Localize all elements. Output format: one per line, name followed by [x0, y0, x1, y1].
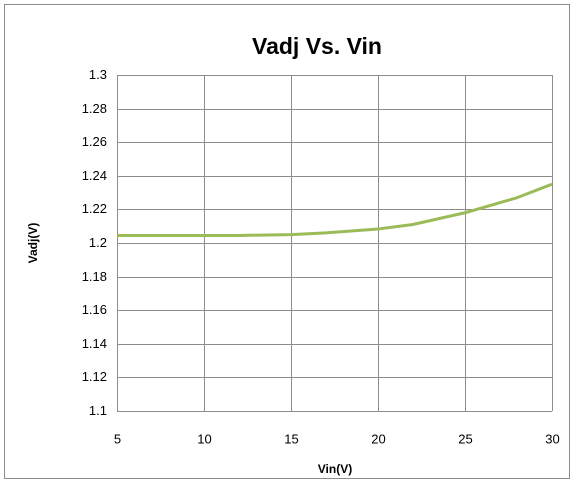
- y-tick-label: 1.22: [82, 201, 107, 216]
- y-tick-label: 1.14: [82, 336, 107, 351]
- y-tick-label: 1.18: [82, 269, 107, 284]
- y-tick-label: 1.3: [89, 67, 107, 82]
- chart-title: Vadj Vs. Vin: [252, 33, 382, 59]
- chart-frame: [4, 4, 570, 479]
- y-tick-label: 1.16: [82, 302, 107, 317]
- data-line: [117, 182, 553, 237]
- x-tick-label: 20: [371, 431, 385, 446]
- y-tick-label: 1.28: [82, 101, 107, 116]
- y-tick-label: 1.12: [82, 369, 107, 384]
- x-tick-label: 5: [114, 431, 121, 446]
- y-tick-label: 1.1: [89, 403, 107, 418]
- y-axis-label: Vadj(V): [26, 223, 40, 264]
- y-tick-label: 1.24: [82, 168, 107, 183]
- x-tick-label: 10: [197, 431, 211, 446]
- y-tick-label: 1.2: [89, 235, 107, 250]
- y-tick-label: 1.26: [82, 134, 107, 149]
- x-axis-label: Vin(V): [318, 462, 352, 476]
- x-tick-label: 30: [545, 431, 559, 446]
- x-tick-label: 25: [458, 431, 472, 446]
- x-tick-label: 15: [284, 431, 298, 446]
